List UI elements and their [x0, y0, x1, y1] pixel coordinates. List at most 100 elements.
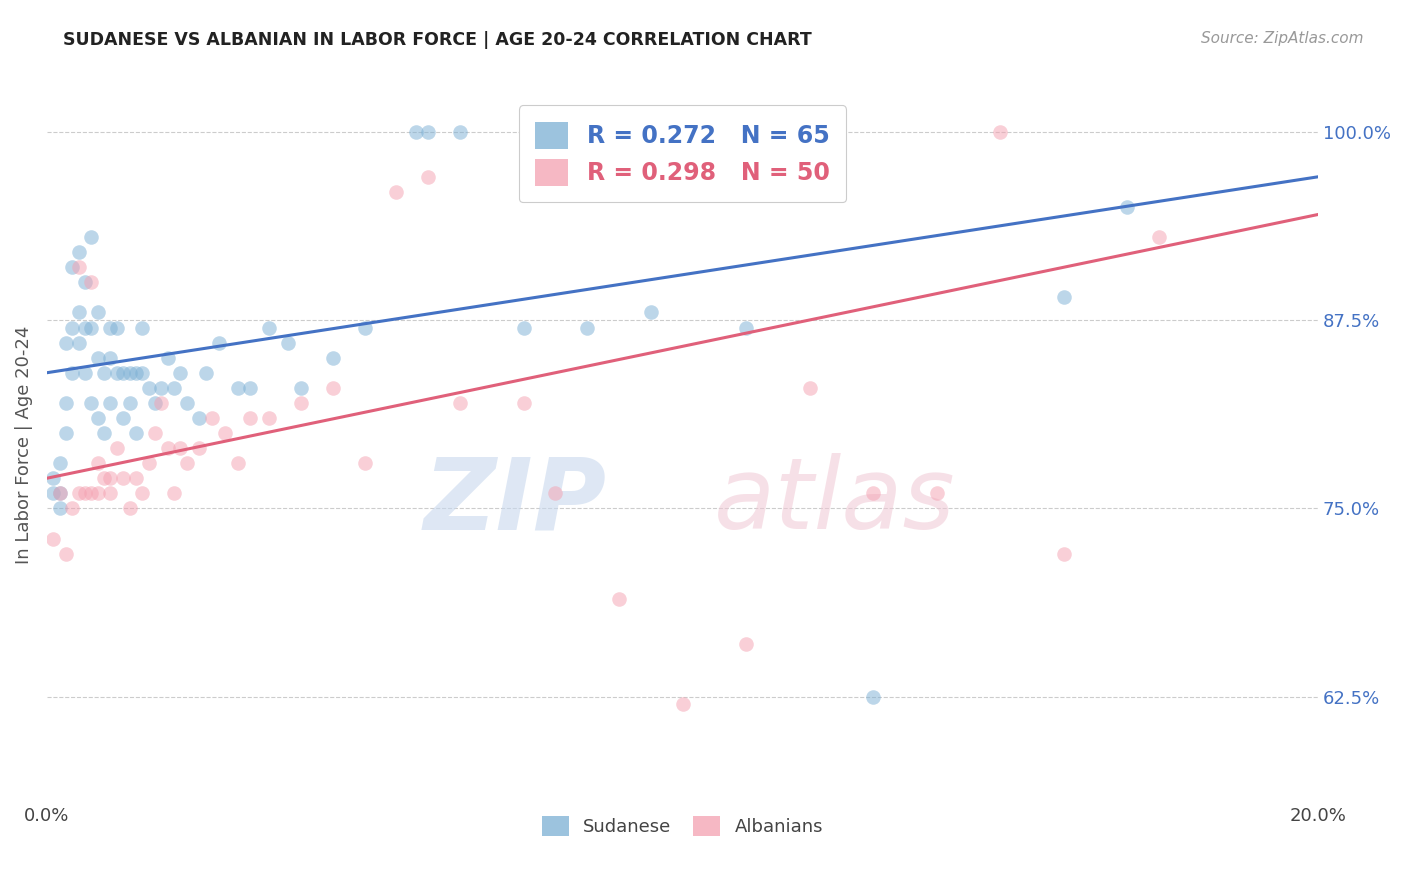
Point [87, 305, 110, 319]
Point [322, 381, 344, 395]
Point [418, 169, 440, 184]
Point [73, 320, 96, 334]
Point [150, 381, 173, 395]
Point [67, 305, 90, 319]
Point [353, 456, 375, 470]
Point [80, 486, 103, 500]
Point [290, 396, 312, 410]
Point [735, 320, 758, 334]
Point [48, 486, 70, 500]
Point [93, 471, 115, 485]
Point [640, 305, 662, 319]
Point [418, 125, 440, 139]
Point [150, 396, 173, 410]
Point [735, 637, 758, 651]
Point [385, 185, 408, 199]
Point [100, 320, 122, 334]
Point [60, 260, 83, 275]
Point [60, 501, 83, 516]
Text: Source: ZipAtlas.com: Source: ZipAtlas.com [1201, 31, 1364, 46]
Point [576, 320, 599, 334]
Point [143, 425, 166, 440]
Point [87, 351, 110, 365]
Point [112, 471, 135, 485]
Point [1021, 818, 1043, 832]
Point [48, 456, 70, 470]
Point [259, 320, 281, 334]
Point [100, 396, 122, 410]
Point [67, 486, 90, 500]
Point [1053, 290, 1076, 304]
Point [118, 501, 141, 516]
Point [55, 425, 77, 440]
Point [176, 456, 198, 470]
Point [93, 425, 115, 440]
Point [131, 486, 153, 500]
Point [176, 396, 198, 410]
Point [1147, 230, 1170, 244]
Point [80, 275, 103, 289]
Point [118, 396, 141, 410]
Point [156, 351, 179, 365]
Point [239, 381, 262, 395]
Point [73, 486, 96, 500]
Point [290, 381, 312, 395]
Point [42, 486, 65, 500]
Point [226, 456, 249, 470]
Point [169, 366, 191, 380]
Point [138, 456, 160, 470]
Point [259, 411, 281, 425]
Point [207, 335, 229, 350]
Point [118, 366, 141, 380]
Point [163, 486, 186, 500]
Point [42, 471, 65, 485]
Point [239, 411, 262, 425]
Point [105, 366, 128, 380]
Point [201, 411, 224, 425]
Point [1116, 200, 1139, 214]
Point [80, 230, 103, 244]
Point [67, 335, 90, 350]
Point [862, 486, 884, 500]
Point [48, 486, 70, 500]
Point [1053, 547, 1076, 561]
Point [544, 486, 567, 500]
Point [42, 532, 65, 546]
Point [214, 425, 236, 440]
Point [67, 245, 90, 260]
Point [405, 125, 427, 139]
Point [125, 471, 148, 485]
Text: SUDANESE VS ALBANIAN IN LABOR FORCE | AGE 20-24 CORRELATION CHART: SUDANESE VS ALBANIAN IN LABOR FORCE | AG… [63, 31, 813, 49]
Point [671, 698, 693, 712]
Point [188, 411, 211, 425]
Point [131, 366, 153, 380]
Point [48, 501, 70, 516]
Point [925, 486, 948, 500]
Point [55, 396, 77, 410]
Point [80, 396, 103, 410]
Point [105, 441, 128, 455]
Point [67, 260, 90, 275]
Point [100, 471, 122, 485]
Point [73, 366, 96, 380]
Point [607, 591, 630, 606]
Point [156, 441, 179, 455]
Point [169, 441, 191, 455]
Point [112, 366, 135, 380]
Point [125, 425, 148, 440]
Point [277, 335, 299, 350]
Point [862, 690, 884, 704]
Point [80, 320, 103, 334]
Point [55, 335, 77, 350]
Y-axis label: In Labor Force | Age 20-24: In Labor Force | Age 20-24 [15, 325, 32, 564]
Point [60, 320, 83, 334]
Point [799, 381, 821, 395]
Point [188, 441, 211, 455]
Point [131, 320, 153, 334]
Point [512, 396, 534, 410]
Point [60, 366, 83, 380]
Point [100, 486, 122, 500]
Point [353, 320, 375, 334]
Point [194, 366, 217, 380]
Point [226, 381, 249, 395]
